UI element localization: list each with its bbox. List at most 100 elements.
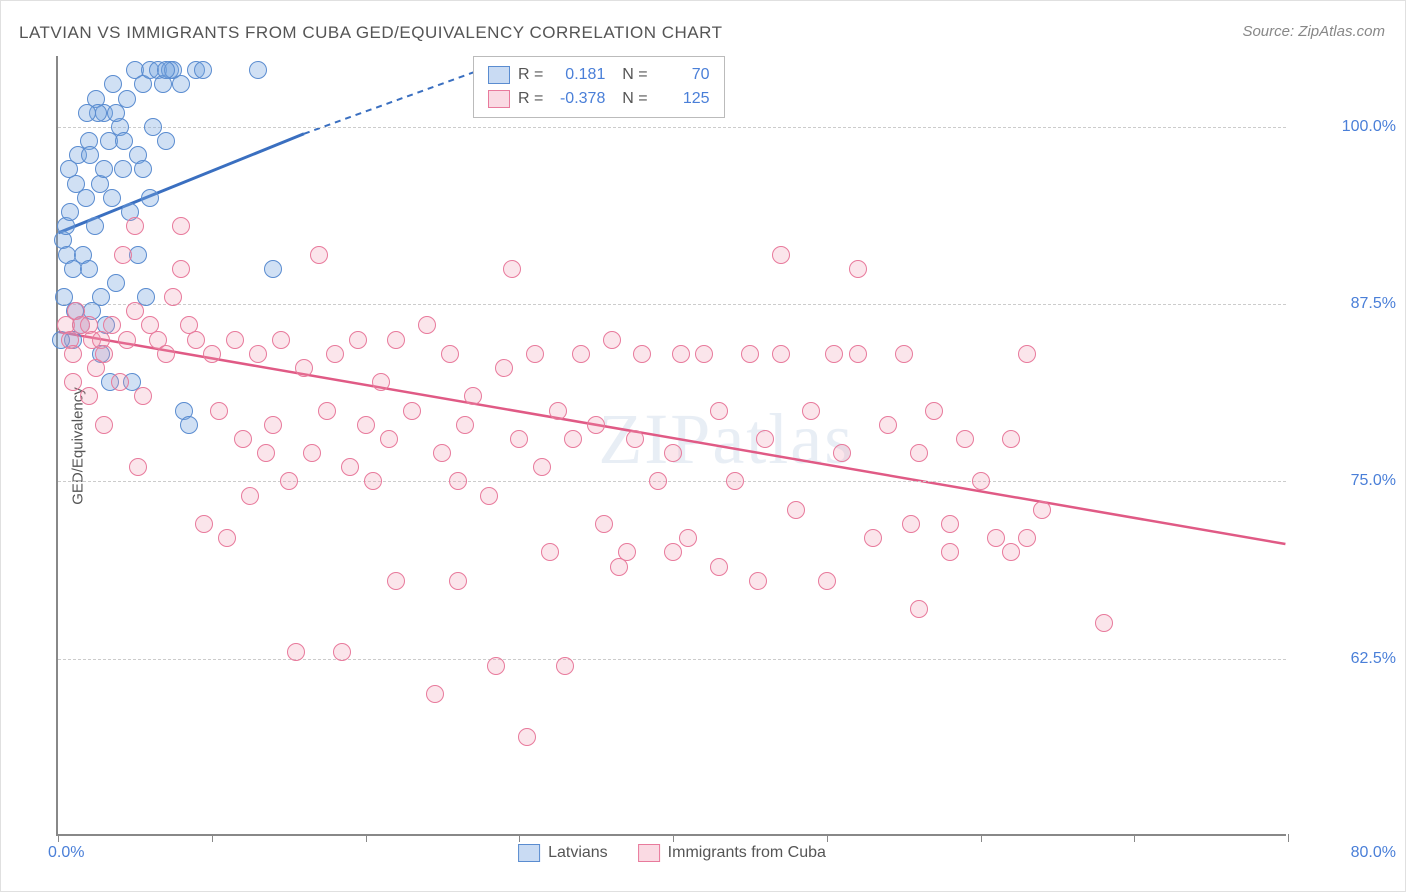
data-point — [77, 189, 95, 207]
data-point — [218, 529, 236, 547]
data-point — [864, 529, 882, 547]
data-point — [1002, 430, 1020, 448]
data-point — [564, 430, 582, 448]
data-point — [802, 402, 820, 420]
data-point — [902, 515, 920, 533]
data-point — [503, 260, 521, 278]
chart-container: LATVIAN VS IMMIGRANTS FROM CUBA GED/EQUI… — [0, 0, 1406, 892]
data-point — [426, 685, 444, 703]
data-point — [157, 61, 175, 79]
data-point — [310, 246, 328, 264]
data-point — [134, 387, 152, 405]
data-point — [364, 472, 382, 490]
y-tick-label: 75.0% — [1296, 472, 1396, 490]
data-point — [287, 643, 305, 661]
data-point — [264, 416, 282, 434]
data-point — [825, 345, 843, 363]
data-point — [234, 430, 252, 448]
stat-r-value: 0.181 — [551, 63, 605, 87]
stat-r-value: -0.378 — [551, 87, 605, 111]
data-point — [114, 160, 132, 178]
x-tick-mark — [673, 834, 674, 842]
data-point — [92, 288, 110, 306]
data-point — [456, 416, 474, 434]
stats-legend-row: R = 0.181 N = 70 — [488, 63, 710, 87]
data-point — [556, 657, 574, 675]
data-point — [172, 75, 190, 93]
data-point — [295, 359, 313, 377]
data-point — [372, 373, 390, 391]
data-point — [487, 657, 505, 675]
plot-area: ZIPatlas R = 0.181 N = 70 R = -0.378 N =… — [56, 56, 1286, 836]
data-point — [114, 246, 132, 264]
data-point — [633, 345, 651, 363]
bottom-legend-item: Immigrants from Cuba — [638, 844, 826, 862]
legend-swatch — [638, 844, 660, 862]
data-point — [672, 345, 690, 363]
data-point — [126, 217, 144, 235]
legend-label: Latvians — [548, 844, 608, 862]
data-point — [449, 572, 467, 590]
data-point — [879, 416, 897, 434]
data-point — [941, 543, 959, 561]
data-point — [403, 402, 421, 420]
stats-legend: R = 0.181 N = 70 R = -0.378 N = 125 — [473, 56, 725, 118]
data-point — [387, 572, 405, 590]
data-point — [86, 217, 104, 235]
data-point — [95, 416, 113, 434]
x-tick-mark — [519, 834, 520, 842]
data-point — [972, 472, 990, 490]
data-point — [195, 515, 213, 533]
data-point — [480, 487, 498, 505]
data-point — [157, 345, 175, 363]
data-point — [833, 444, 851, 462]
data-point — [449, 472, 467, 490]
data-point — [80, 260, 98, 278]
data-point — [264, 260, 282, 278]
x-tick-mark — [981, 834, 982, 842]
data-point — [210, 402, 228, 420]
data-point — [164, 288, 182, 306]
data-point — [103, 189, 121, 207]
data-point — [272, 331, 290, 349]
data-point — [187, 331, 205, 349]
data-point — [257, 444, 275, 462]
data-point — [518, 728, 536, 746]
data-point — [787, 501, 805, 519]
data-point — [433, 444, 451, 462]
data-point — [1095, 614, 1113, 632]
data-point — [64, 345, 82, 363]
data-point — [549, 402, 567, 420]
data-point — [107, 104, 125, 122]
y-tick-label: 62.5% — [1296, 650, 1396, 668]
data-point — [141, 189, 159, 207]
data-point — [649, 472, 667, 490]
data-point — [603, 331, 621, 349]
data-point — [249, 61, 267, 79]
data-point — [226, 331, 244, 349]
stat-n-value: 70 — [656, 63, 710, 87]
data-point — [710, 558, 728, 576]
data-point — [418, 316, 436, 334]
data-point — [710, 402, 728, 420]
legend-label: Immigrants from Cuba — [668, 844, 826, 862]
data-point — [849, 345, 867, 363]
data-point — [326, 345, 344, 363]
x-tick-mark — [366, 834, 367, 842]
data-point — [134, 160, 152, 178]
y-tick-label: 87.5% — [1296, 295, 1396, 313]
data-point — [349, 331, 367, 349]
source-attribution: Source: ZipAtlas.com — [1242, 23, 1385, 40]
data-point — [1018, 529, 1036, 547]
data-point — [772, 345, 790, 363]
data-point — [111, 373, 129, 391]
data-point — [357, 416, 375, 434]
data-point — [849, 260, 867, 278]
data-point — [78, 104, 96, 122]
stat-r-label: R = — [518, 87, 543, 111]
gridline-horizontal — [58, 481, 1286, 482]
data-point — [180, 416, 198, 434]
legend-swatch — [488, 66, 510, 84]
data-point — [925, 402, 943, 420]
data-point — [103, 316, 121, 334]
